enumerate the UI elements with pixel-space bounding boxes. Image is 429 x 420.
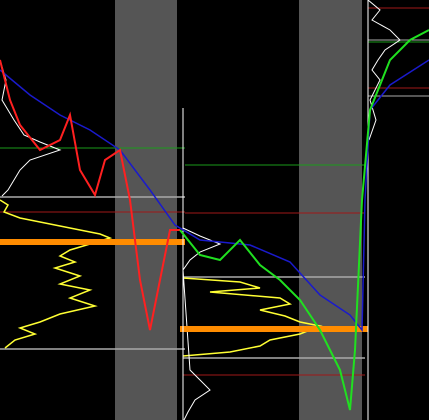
session-band xyxy=(115,0,177,420)
moving-average xyxy=(0,59,429,333)
volume-profile xyxy=(182,277,323,357)
volume-profile xyxy=(367,0,401,141)
poc-bar xyxy=(0,239,185,245)
price-line xyxy=(179,29,429,411)
poc-bar xyxy=(180,326,368,332)
volume-profile xyxy=(182,227,222,420)
volume-profile xyxy=(0,199,113,349)
price-line xyxy=(0,59,180,331)
session-band xyxy=(299,0,362,420)
